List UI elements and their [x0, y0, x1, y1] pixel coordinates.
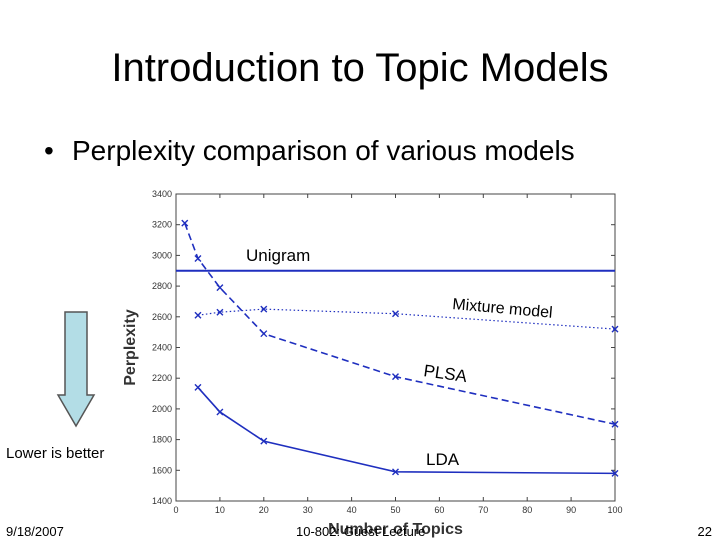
data-point-mixture-model: [611, 325, 619, 333]
y-tick-label: 1800: [152, 435, 172, 445]
x-tick-label: 20: [259, 505, 269, 515]
plot-frame: [175, 193, 616, 502]
data-point-plsa: [392, 373, 399, 381]
data-point-plsa: [216, 284, 224, 292]
down-arrow-icon: [56, 311, 96, 428]
data-point-mixture-model: [392, 310, 399, 318]
x-tick-label: 50: [390, 505, 400, 515]
data-point-lda: [194, 383, 202, 391]
x-tick-label: 10: [215, 505, 225, 515]
data-point-mixture-model: [216, 308, 224, 316]
series-line-plsa: [184, 222, 616, 426]
footer-date: 9/18/2007: [6, 524, 64, 539]
bullet-icon: •: [44, 135, 54, 166]
footer-lecture: 10-802: Guest Lecture: [296, 524, 426, 539]
y-tick-label: 2400: [152, 343, 172, 353]
data-point-lda: [611, 469, 619, 477]
data-point-mixture-model: [260, 305, 268, 313]
y-tick-label: 2200: [152, 373, 172, 383]
y-tick-label: 2000: [152, 404, 172, 414]
x-tick-label: 30: [303, 505, 313, 515]
data-point-plsa: [260, 330, 268, 338]
x-axis-label: Number of Topics: [328, 521, 463, 538]
series-label-unigram: Unigram: [246, 246, 310, 265]
data-point-plsa: [611, 420, 619, 428]
y-tick-label: 2600: [152, 312, 172, 322]
x-tick-label: 80: [522, 505, 532, 515]
bullet-text: Perplexity comparison of various models: [72, 135, 575, 166]
data-point-mixture-model: [194, 311, 202, 319]
y-tick-label: 3000: [152, 250, 172, 260]
y-tick-label: 2800: [152, 281, 172, 291]
x-tick-label: 90: [566, 505, 576, 515]
x-tick-label: 40: [347, 505, 357, 515]
series-label-lda: LDA: [426, 450, 460, 469]
data-point-plsa: [194, 254, 202, 262]
y-tick-label: 1400: [152, 496, 172, 506]
y-tick-label: 3200: [152, 220, 172, 230]
lower-is-better-note: Lower is better: [6, 445, 105, 462]
x-tick-label: 60: [434, 505, 444, 515]
slide-title: Introduction to Topic Models: [111, 46, 609, 90]
x-tick-label: 100: [607, 505, 622, 515]
x-tick-label: 0: [173, 505, 178, 515]
data-point-plsa: [181, 219, 189, 227]
y-axis-label: Perplexity: [122, 309, 139, 386]
x-tick-label: 70: [478, 505, 488, 515]
data-point-lda: [260, 437, 268, 445]
bullet-item: • Perplexity comparison of various models: [44, 132, 575, 170]
y-tick-label: 3400: [152, 189, 172, 199]
data-point-lda: [216, 408, 224, 416]
data-point-lda: [392, 468, 399, 476]
y-tick-label: 1600: [152, 465, 172, 475]
page-number: 22: [697, 524, 712, 539]
